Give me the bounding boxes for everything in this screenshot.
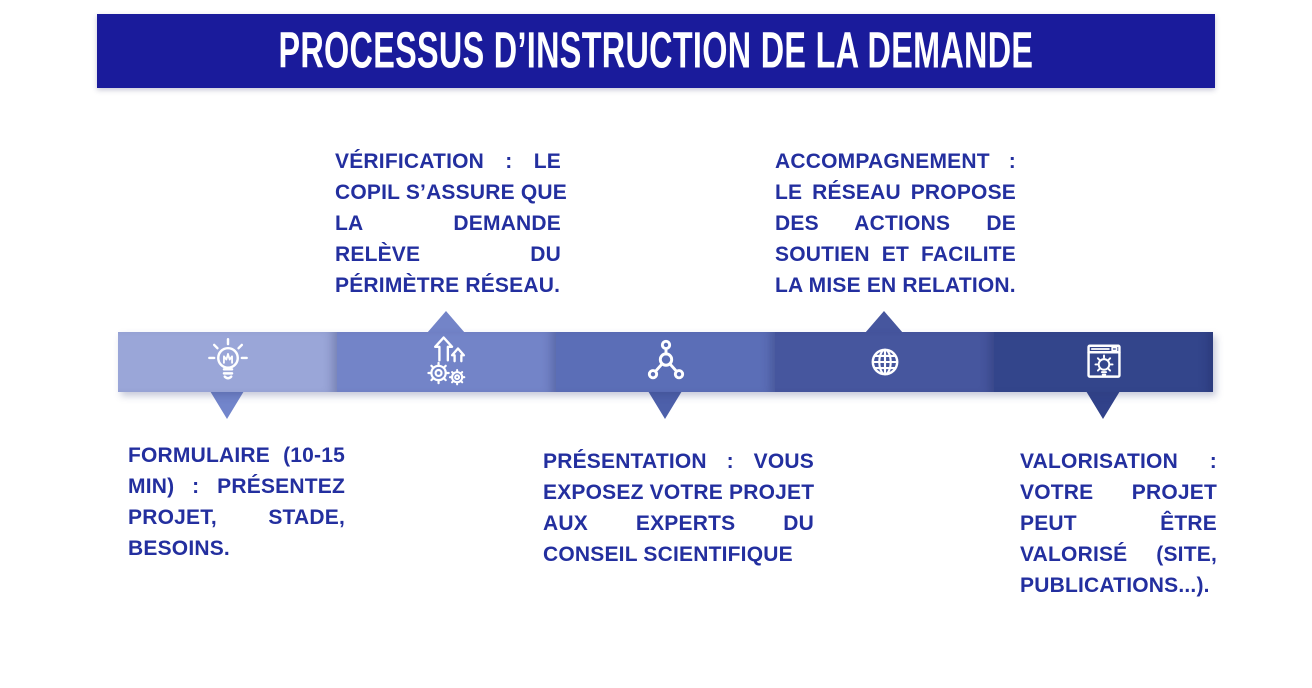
note-line: CONSEIL SCIENTIFIQUE — [543, 543, 793, 566]
note-accompagnement: ACCOMPAGNEMENT : LE RÉSEAU PROPOSE DES ACT… — [775, 146, 1016, 301]
note-line: PUBLICATIONS...). — [1020, 574, 1210, 597]
note-presentation: PRÉSENTATION : VOUS EXPOSEZ VOTRE PROJET A… — [543, 446, 814, 570]
note-line: LE RÉSEAU PROPOSE — [775, 181, 1016, 204]
lightbulb-icon — [202, 336, 254, 388]
note-line: DES ACTIONS DE — [775, 212, 1016, 235]
note-line: FORMULAIRE (10-15 — [128, 444, 345, 467]
note-line: LA MISE EN RELATION. — [775, 274, 1016, 297]
band-segment-formulaire — [118, 332, 337, 392]
arrow-down-formulaire — [210, 391, 244, 419]
header-banner: PROCESSUS D’INSTRUCTION DE LA DEMANDE — [97, 14, 1215, 88]
note-line: EXPOSEZ VOTRE PROJET — [543, 481, 815, 504]
arrow-down-valorisation — [1086, 391, 1120, 419]
note-line: VALORISATION : — [1020, 450, 1217, 473]
note-line: PÉRIMÈTRE RÉSEAU. — [335, 274, 561, 297]
note-line: LA DEMANDE — [335, 212, 561, 235]
globe-icon — [859, 336, 911, 388]
band-segment-accompagnement — [775, 332, 994, 392]
note-line: PROJET, STADE, — [128, 506, 345, 529]
note-line: AUX EXPERTS DU — [543, 512, 814, 535]
page-title: PROCESSUS D’INSTRUCTION DE LA DEMANDE — [278, 22, 1034, 80]
note-line: RELÈVE DU — [335, 243, 561, 266]
arrow-up-verification — [427, 311, 465, 333]
network-nodes-icon — [640, 336, 692, 388]
note-line: VÉRIFICATION : LE — [335, 150, 561, 173]
arrow-up-accompagnement — [865, 311, 903, 333]
note-formulaire: FORMULAIRE (10-15 MIN) : PRÉSENTEZ PROJET,… — [128, 440, 345, 564]
note-line: COPIL S’ASSURE QUE — [335, 181, 567, 204]
note-line: MIN) : PRÉSENTEZ — [128, 475, 345, 498]
band-segment-verification — [337, 332, 556, 392]
note-line: BESOINS. — [128, 537, 230, 560]
band-segment-valorisation — [994, 332, 1213, 392]
growth-gears-icon — [420, 335, 474, 389]
process-band — [118, 332, 1213, 392]
browser-idea-icon — [1078, 336, 1130, 388]
note-line: VOTRE PROJET — [1020, 481, 1217, 504]
arrow-down-presentation — [648, 391, 682, 419]
note-line: PEUT ÊTRE — [1020, 512, 1217, 535]
note-line: ACCOMPAGNEMENT : — [775, 150, 1016, 173]
band-segment-presentation — [556, 332, 775, 392]
note-line: VALORISÉ (SITE, — [1020, 543, 1217, 566]
note-valorisation: VALORISATION : VOTRE PROJET PEUT ÊTRE VALOR… — [1020, 446, 1217, 601]
note-verification: VÉRIFICATION : LE COPIL S’ASSURE QUE LA DE… — [335, 146, 567, 301]
note-line: SOUTIEN ET FACILITE — [775, 243, 1016, 266]
note-line: PRÉSENTATION : VOUS — [543, 450, 814, 473]
